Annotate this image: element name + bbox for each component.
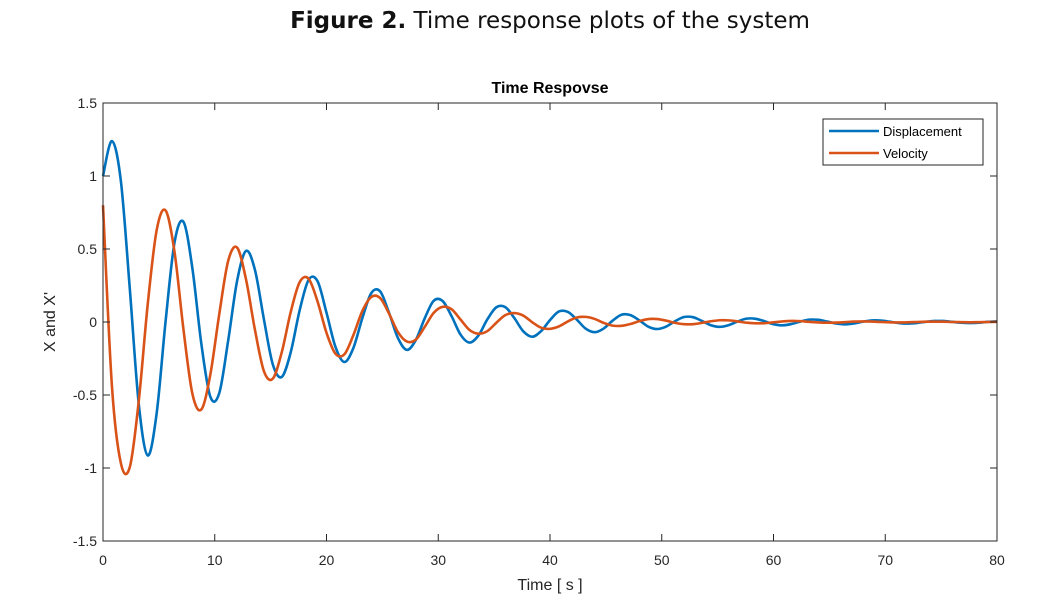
y-tick-label: 1.5 xyxy=(78,95,98,111)
y-tick-label: 0.5 xyxy=(78,241,98,257)
x-tick-label: 40 xyxy=(542,552,558,568)
x-tick-label: 60 xyxy=(766,552,782,568)
legend-label-displacement: Displacement xyxy=(883,124,962,139)
figure-caption-text: Time response plots of the system xyxy=(413,8,810,34)
legend-box xyxy=(822,118,984,166)
y-tick-label: -1.5 xyxy=(73,533,97,549)
x-tick-label: 20 xyxy=(319,552,335,568)
x-tick-label: 0 xyxy=(99,552,107,568)
y-tick-label: 0 xyxy=(89,314,97,330)
series-line-displacement xyxy=(101,139,998,457)
x-tick-label: 80 xyxy=(989,552,1005,568)
x-tick-label: 10 xyxy=(207,552,223,568)
x-tick-label: 50 xyxy=(654,552,670,568)
x-tick-label: 70 xyxy=(877,552,893,568)
x-tick-label: 30 xyxy=(430,552,446,568)
legend-label-velocity: Velocity xyxy=(883,146,928,161)
y-tick-label: -1 xyxy=(85,460,98,476)
y-tick-label: -0.5 xyxy=(73,387,97,403)
y-axis-label: X and X' xyxy=(42,292,59,352)
y-tick-label: 1 xyxy=(89,168,97,184)
figure-caption: Figure 2. Time response plots of the sys… xyxy=(0,8,1037,34)
chart-title: Time Respovse xyxy=(491,80,608,97)
x-axis-label: Time [ s ] xyxy=(517,577,582,594)
legend: Displacement Velocity xyxy=(822,118,984,166)
figure-caption-label: Figure 2. xyxy=(290,8,407,34)
series-line-velocity xyxy=(101,205,998,476)
